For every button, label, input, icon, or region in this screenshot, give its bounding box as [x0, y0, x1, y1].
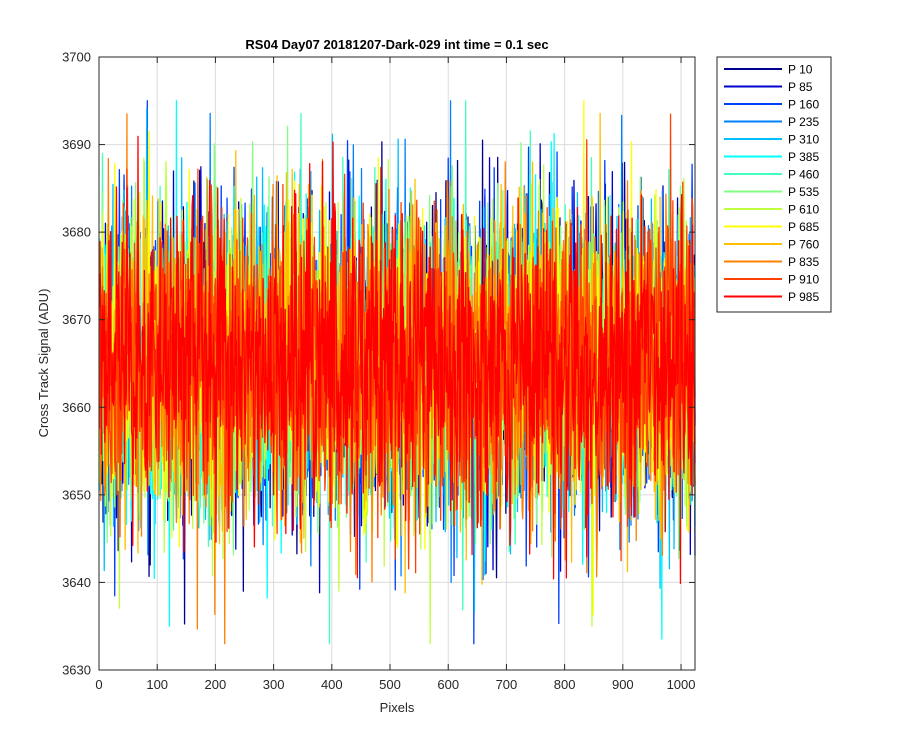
y-tick-label: 3660	[62, 400, 91, 415]
legend-label: P 610	[788, 203, 819, 217]
y-tick-label: 3700	[62, 50, 91, 65]
series-line-p985	[98, 135, 696, 585]
legend-box	[716, 56, 832, 313]
y-tick-label: 3640	[62, 575, 91, 590]
legend-label: P 910	[788, 273, 819, 287]
x-axis-label: Pixels	[380, 700, 415, 715]
x-tick-label: 300	[263, 677, 285, 692]
axis-ticks: 0 100 200 300 400 500 600 700 800 900 1000 3630 3640…	[62, 50, 695, 693]
y-tick-label: 3690	[62, 137, 91, 152]
legend-label: P 235	[788, 115, 819, 129]
x-tick-label: 800	[554, 677, 576, 692]
y-tick-label: 3630	[62, 663, 91, 678]
legend: P 10 P 85 P 160 P 235 P 310 P 385 P 460 P 535 P …	[716, 56, 832, 313]
legend-label: P 385	[788, 150, 819, 164]
x-tick-label: 1000	[667, 677, 696, 692]
legend-label: P 535	[788, 185, 819, 199]
legend-label: P 85	[788, 80, 813, 94]
x-tick-label: 100	[146, 677, 168, 692]
x-tick-label: 900	[612, 677, 634, 692]
x-tick-label: 500	[379, 677, 401, 692]
legend-label: P 160	[788, 98, 819, 112]
legend-label: P 685	[788, 220, 819, 234]
x-tick-label: 200	[205, 677, 227, 692]
x-tick-label: 400	[321, 677, 343, 692]
legend-label: P 760	[788, 238, 819, 252]
x-tick-label: 0	[95, 677, 102, 692]
legend-label: P 835	[788, 255, 819, 269]
legend-label: P 10	[788, 63, 813, 77]
x-tick-label: 700	[496, 677, 518, 692]
y-tick-label: 3670	[62, 312, 91, 327]
x-tick-label: 600	[437, 677, 459, 692]
series-line-p910	[98, 113, 696, 574]
legend-label: P 985	[788, 290, 819, 304]
y-tick-label: 3650	[62, 487, 91, 502]
y-tick-label: 3680	[62, 225, 91, 240]
chart-title: RS04 Day07 20181207-Dark-029 int time = …	[245, 37, 548, 52]
legend-label: P 310	[788, 133, 819, 147]
legend-label: P 460	[788, 168, 819, 182]
plot-frame	[98, 56, 696, 671]
series-layer	[98, 100, 696, 645]
y-axis-label: Cross Track Signal (ADU)	[36, 289, 51, 438]
